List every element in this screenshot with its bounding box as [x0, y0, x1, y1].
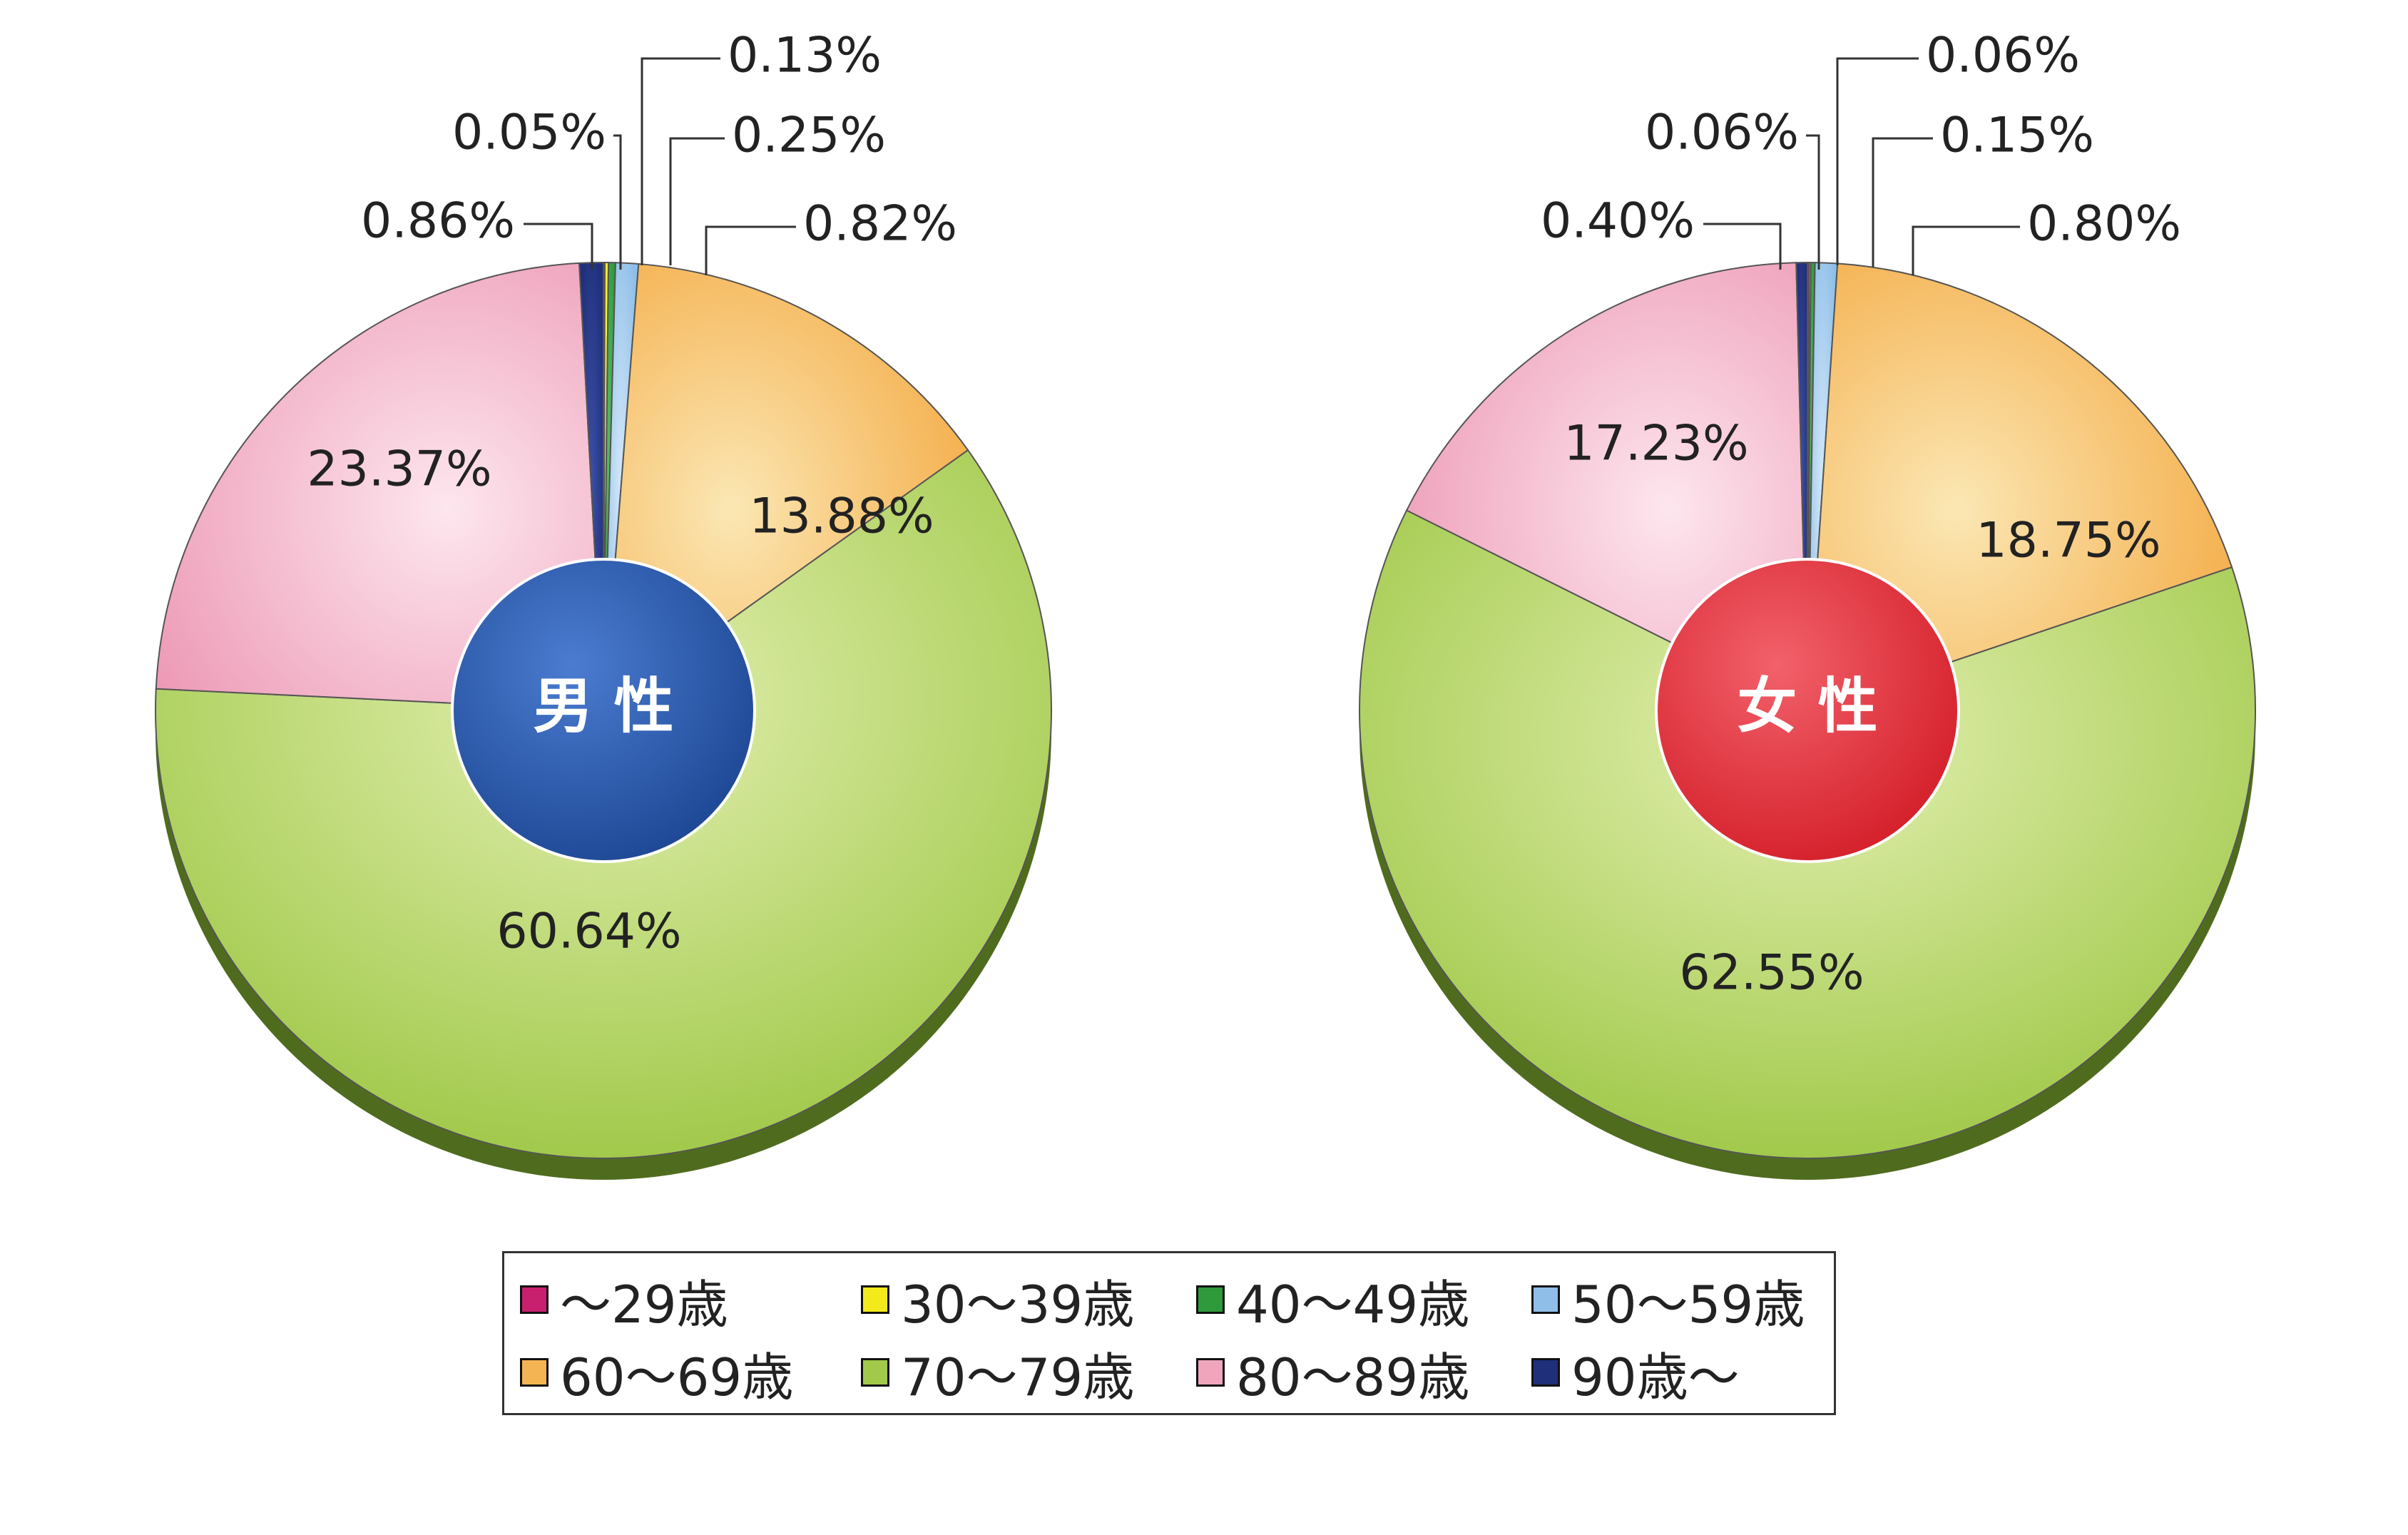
- legend-label: 50～59歳: [1571, 1274, 1805, 1335]
- legend-item-80-89: 80～89歳: [1196, 1340, 1469, 1407]
- center-label: 女 性: [1737, 671, 1877, 741]
- legend-swatch: [1531, 1358, 1560, 1387]
- data-label-3039: 0.06%: [1926, 28, 2080, 84]
- leader-line-90: [524, 223, 593, 270]
- legend-label: 30～39歳: [901, 1274, 1135, 1335]
- data-label-7079: 62.55%: [1679, 945, 1864, 1001]
- leader-line-3039: [1836, 57, 1919, 265]
- leader-line-5059: [705, 225, 796, 275]
- legend-item-90-plus: 90歳～: [1531, 1340, 1740, 1407]
- male-pie-chart: 0.05% 0.13% 0.25% 0.82% 13.88% 60.64% 23.37% 0.…: [155, 28, 1052, 1180]
- female-pie-chart: 0.06% 0.06% 0.15% 0.80% 18.75% 62.55% 17.23% 0.…: [1359, 28, 2256, 1180]
- pie-slice-8089: [155, 262, 605, 712]
- data-label-4049: 0.25%: [732, 108, 886, 164]
- legend-label: ～29歳: [560, 1274, 728, 1335]
- center-label: 男 性: [533, 671, 673, 741]
- legend-item-60-69: 60～69歳: [520, 1340, 793, 1407]
- leader-line-4049: [1872, 137, 1933, 267]
- center-disk: [1655, 558, 1960, 863]
- data-label-6069: 18.75%: [1976, 513, 2160, 569]
- legend-label: 60～69歳: [560, 1347, 794, 1407]
- legend-swatch: [1531, 1285, 1560, 1314]
- leader-line-29: [1806, 134, 1820, 270]
- legend-item-50-59: 50～59歳: [1531, 1268, 1805, 1335]
- legend-item-70-79: 70～79歳: [861, 1340, 1134, 1407]
- leader-line-3039: [641, 57, 720, 265]
- legend-item-under-29: ～29歳: [520, 1268, 728, 1335]
- legend-swatch: [1196, 1358, 1225, 1387]
- legend-swatch: [861, 1358, 889, 1387]
- data-label-6069: 13.88%: [749, 489, 934, 545]
- data-label-5059: 0.82%: [803, 196, 957, 253]
- legend-swatch: [1196, 1285, 1225, 1314]
- chart-legend: ～29歳 30～39歳 40～49歳 50～59歳 60～69歳 70～79歳 …: [502, 1251, 1836, 1415]
- legend-item-30-39: 30～39歳: [861, 1268, 1134, 1335]
- data-label-90: 0.40%: [1541, 193, 1695, 250]
- data-label-8089: 23.37%: [307, 442, 491, 498]
- legend-swatch: [861, 1285, 889, 1314]
- legend-label: 90歳～: [1571, 1347, 1740, 1407]
- data-label-5059: 0.80%: [2027, 196, 2181, 253]
- center-disk: [451, 558, 756, 863]
- data-label-29: 0.05%: [452, 105, 606, 161]
- legend-label: 70～79歳: [901, 1347, 1135, 1407]
- legend-swatch: [520, 1358, 549, 1387]
- legend-item-40-49: 40～49歳: [1196, 1268, 1469, 1335]
- leader-line-5059: [1912, 225, 2020, 275]
- pie-slice-6069: [1806, 262, 2233, 712]
- data-label-90: 0.86%: [361, 193, 515, 250]
- data-label-7079: 60.64%: [496, 904, 681, 960]
- leader-line-29: [613, 134, 622, 270]
- leader-line-90: [1703, 223, 1782, 270]
- data-label-4049: 0.15%: [1940, 108, 2094, 164]
- data-label-3039: 0.13%: [728, 28, 882, 84]
- legend-label: 40～49歳: [1236, 1274, 1470, 1335]
- leader-line-4049: [669, 137, 725, 265]
- legend-swatch: [520, 1285, 549, 1314]
- data-label-29: 0.06%: [1645, 105, 1799, 161]
- data-label-8089: 17.23%: [1563, 416, 1748, 472]
- legend-label: 80～89歳: [1236, 1347, 1470, 1407]
